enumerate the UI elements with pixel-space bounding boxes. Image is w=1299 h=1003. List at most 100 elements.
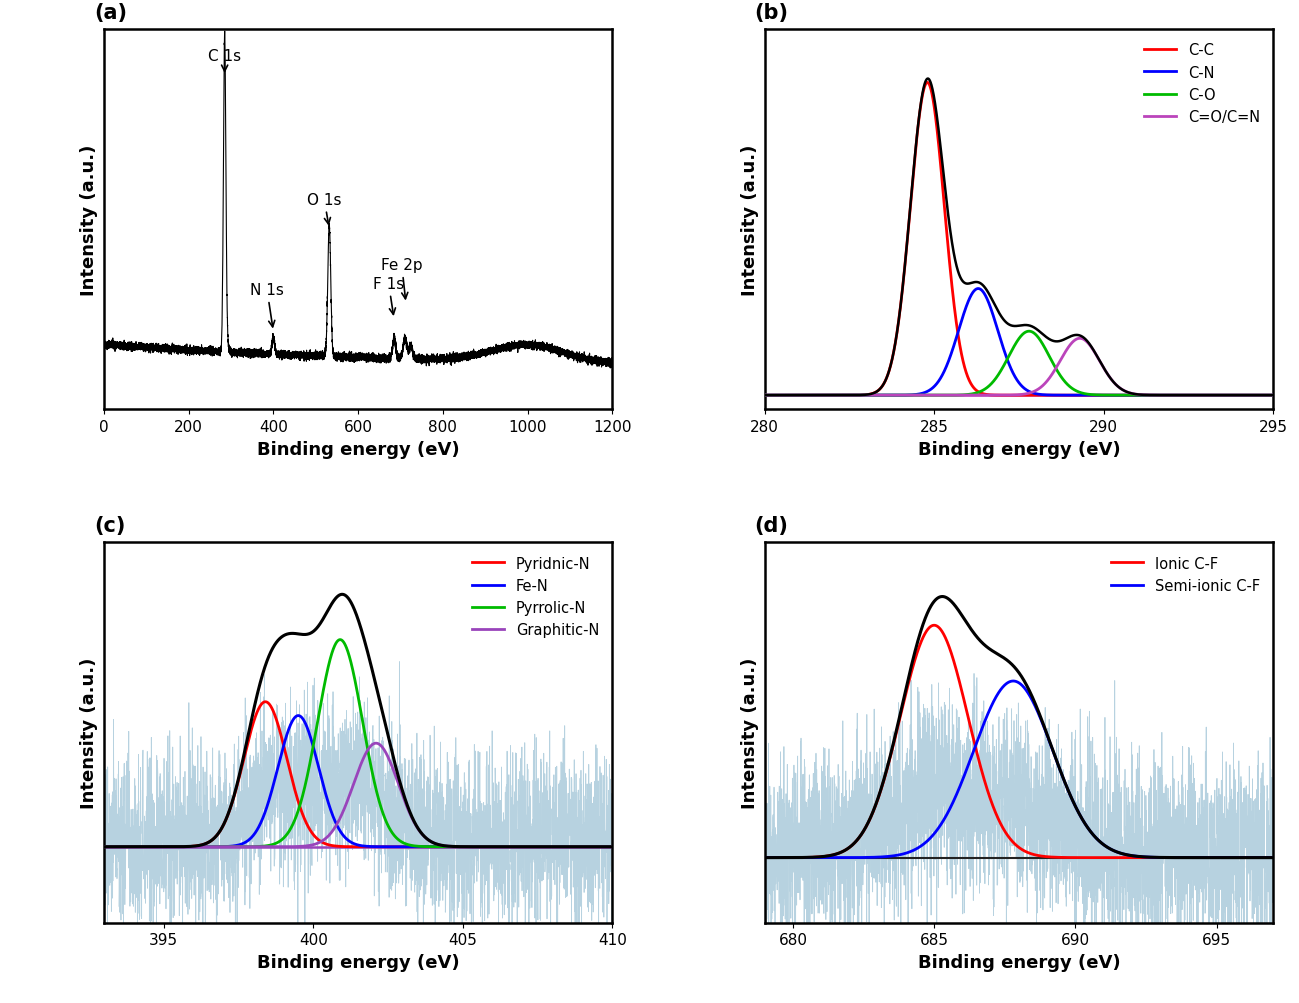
C=O/C=N bbox=[1200, 390, 1216, 402]
Semi-ionic C-F bbox=[899, 848, 914, 860]
Ionic C-F bbox=[1265, 852, 1281, 864]
Pyrrolic-N bbox=[517, 841, 533, 853]
C-C bbox=[952, 340, 968, 352]
C-C bbox=[1255, 390, 1270, 402]
Pyridnic-N bbox=[257, 696, 273, 708]
Y-axis label: Intensity (a.u.): Intensity (a.u.) bbox=[81, 144, 99, 296]
Ionic C-F bbox=[1217, 852, 1233, 864]
Fe-N bbox=[573, 841, 588, 853]
Graphitic-N bbox=[96, 841, 112, 853]
Pyridnic-N bbox=[444, 841, 460, 853]
C-N bbox=[970, 283, 986, 295]
Text: F 1s: F 1s bbox=[373, 277, 404, 315]
Fe-N bbox=[291, 710, 307, 722]
Fe-N bbox=[604, 841, 620, 853]
X-axis label: Binding energy (eV): Binding energy (eV) bbox=[917, 953, 1120, 971]
C-C bbox=[846, 390, 861, 402]
Pyridnic-N bbox=[451, 841, 466, 853]
C-N bbox=[1200, 390, 1216, 402]
Line: Graphitic-N: Graphitic-N bbox=[104, 743, 612, 847]
Pyridnic-N bbox=[517, 841, 533, 853]
Ionic C-F bbox=[757, 852, 773, 864]
Fe-N bbox=[360, 841, 375, 853]
C=O/C=N bbox=[757, 390, 773, 402]
Line: Pyrrolic-N: Pyrrolic-N bbox=[104, 640, 612, 847]
Ionic C-F bbox=[1230, 852, 1246, 864]
Semi-ionic C-F bbox=[1265, 852, 1281, 864]
Semi-ionic C-F bbox=[1217, 852, 1233, 864]
C-O bbox=[757, 390, 773, 402]
Semi-ionic C-F bbox=[866, 852, 882, 864]
Graphitic-N bbox=[360, 745, 375, 757]
Line: Fe-N: Fe-N bbox=[104, 716, 612, 847]
Fe-N bbox=[517, 841, 533, 853]
Graphitic-N bbox=[368, 737, 383, 749]
C-C bbox=[814, 390, 830, 402]
C=O/C=N bbox=[1255, 390, 1270, 402]
Y-axis label: Intensity (a.u.): Intensity (a.u.) bbox=[742, 657, 759, 808]
Pyrrolic-N bbox=[444, 841, 460, 853]
Ionic C-F bbox=[926, 620, 942, 632]
Graphitic-N bbox=[549, 841, 565, 853]
Text: N 1s: N 1s bbox=[251, 283, 284, 328]
C-N bbox=[952, 322, 968, 334]
C-N bbox=[974, 285, 990, 297]
Text: (d): (d) bbox=[755, 516, 788, 536]
C-O bbox=[952, 389, 968, 401]
Line: C-N: C-N bbox=[765, 289, 1273, 396]
C-C bbox=[920, 77, 935, 89]
Legend: Pyridnic-N, Fe-N, Pyrrolic-N, Graphitic-N: Pyridnic-N, Fe-N, Pyrrolic-N, Graphitic-… bbox=[466, 551, 605, 644]
C-O bbox=[1255, 390, 1270, 402]
Line: C-O: C-O bbox=[765, 332, 1273, 396]
Ionic C-F bbox=[1064, 852, 1079, 864]
Ionic C-F bbox=[866, 804, 882, 816]
Pyrrolic-N bbox=[549, 841, 565, 853]
C=O/C=N bbox=[846, 390, 861, 402]
Line: C=O/C=N: C=O/C=N bbox=[765, 339, 1273, 396]
Text: (b): (b) bbox=[755, 3, 788, 22]
Graphitic-N bbox=[573, 841, 588, 853]
Ionic C-F bbox=[1265, 852, 1281, 864]
Legend: C-C, C-N, C-O, C=O/C=N: C-C, C-N, C-O, C=O/C=N bbox=[1138, 37, 1265, 130]
C-O bbox=[1021, 326, 1037, 338]
C-O bbox=[974, 385, 990, 397]
X-axis label: Binding energy (eV): Binding energy (eV) bbox=[917, 440, 1120, 458]
C-O bbox=[1200, 390, 1216, 402]
Line: C-C: C-C bbox=[765, 83, 1273, 396]
C-O bbox=[814, 390, 830, 402]
Pyrrolic-N bbox=[360, 743, 375, 755]
Graphitic-N bbox=[604, 841, 620, 853]
Legend: Ionic C-F, Semi-ionic C-F: Ionic C-F, Semi-ionic C-F bbox=[1105, 551, 1265, 599]
Line: Pyridnic-N: Pyridnic-N bbox=[104, 702, 612, 847]
Text: (c): (c) bbox=[94, 516, 125, 536]
Graphitic-N bbox=[517, 841, 533, 853]
Text: O 1s: O 1s bbox=[307, 193, 342, 225]
C-N bbox=[1255, 390, 1270, 402]
Ionic C-F bbox=[1073, 852, 1089, 864]
Pyrrolic-N bbox=[333, 634, 348, 646]
Pyrrolic-N bbox=[604, 841, 620, 853]
Ionic C-F bbox=[899, 685, 914, 697]
Fe-N bbox=[444, 841, 460, 853]
C-O bbox=[846, 390, 861, 402]
C-C bbox=[757, 390, 773, 402]
Text: C 1s: C 1s bbox=[208, 49, 242, 72]
C-N bbox=[846, 390, 861, 402]
Line: Ionic C-F: Ionic C-F bbox=[765, 626, 1273, 858]
Pyridnic-N bbox=[604, 841, 620, 853]
Semi-ionic C-F bbox=[757, 852, 773, 864]
Pyridnic-N bbox=[573, 841, 588, 853]
C-O bbox=[1265, 390, 1281, 402]
Graphitic-N bbox=[444, 841, 460, 853]
Semi-ionic C-F bbox=[1064, 793, 1079, 805]
Semi-ionic C-F bbox=[1005, 675, 1021, 687]
Semi-ionic C-F bbox=[1265, 852, 1281, 864]
Graphitic-N bbox=[397, 797, 413, 809]
C-N bbox=[757, 390, 773, 402]
C=O/C=N bbox=[952, 390, 968, 402]
Fe-N bbox=[549, 841, 565, 853]
C-C bbox=[1265, 390, 1281, 402]
C-C bbox=[1200, 390, 1216, 402]
Line: Semi-ionic C-F: Semi-ionic C-F bbox=[765, 681, 1273, 858]
Text: (a): (a) bbox=[94, 3, 127, 22]
